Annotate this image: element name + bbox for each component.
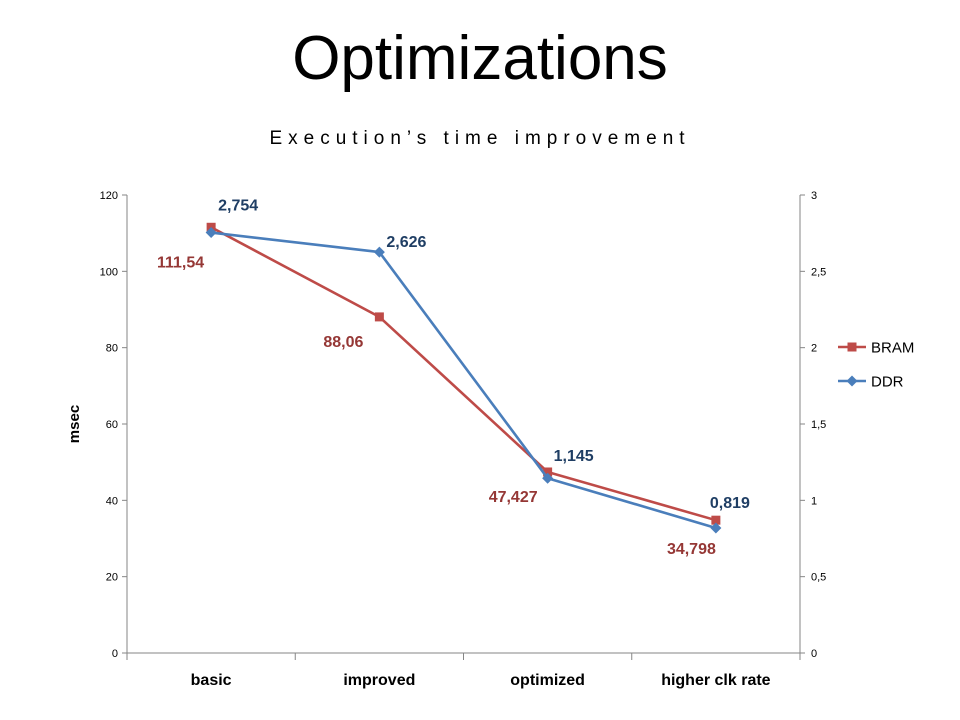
y2-tick-label: 2: [811, 343, 817, 355]
legend-marker-bram: [847, 342, 857, 352]
y-tick-label: 100: [100, 266, 118, 278]
legend-label-ddr: DDR: [871, 374, 904, 391]
data-point-ddr: [542, 472, 554, 484]
data-label-ddr: 2,754: [218, 198, 258, 215]
series-line-ddr: [210, 231, 717, 530]
y2-tick-label: 0,5: [811, 572, 826, 584]
data-label-ddr: 0,819: [710, 495, 750, 512]
y-tick-label: 20: [106, 572, 118, 584]
y2-tick-label: 2,5: [811, 266, 826, 278]
slide-title: Optimizations: [292, 24, 668, 93]
data-label-bram: 47,427: [489, 489, 538, 506]
chart-data-labels: 111,54 88,06 47,427 34,798 2,754 2,626 1,145 0,…: [157, 198, 750, 559]
chart-series: [205, 222, 722, 534]
y2-tick-label: 3: [811, 190, 817, 202]
data-label-ddr: 1,145: [554, 448, 594, 465]
x-category-label: improved: [343, 672, 415, 689]
data-point-bram: [543, 467, 553, 477]
y2-tick-label: 0: [811, 648, 817, 660]
x-category-label: basic: [191, 672, 232, 689]
data-label-bram: 34,798: [667, 541, 716, 558]
data-label-ddr: 2,626: [386, 234, 426, 251]
y2-tick-label: 1: [811, 495, 817, 507]
y-axis-title: msec: [66, 405, 83, 443]
chart-axes: 0 20 40 60 80 100 120 0 0,5 1 1,5 2 2,5 3 basic improve…: [66, 190, 826, 689]
data-point-ddr: [710, 522, 722, 534]
data-point-bram: [711, 515, 721, 525]
y-tick-label: 0: [112, 648, 118, 660]
x-category-label: higher clk rate: [661, 672, 770, 689]
legend-label-bram: BRAM: [871, 340, 914, 357]
slide-subtitle: Execution’s time improvement: [269, 128, 691, 149]
y-tick-label: 60: [106, 419, 118, 431]
x-category-label: optimized: [510, 672, 585, 689]
data-point-ddr: [205, 227, 217, 239]
series-line-bram: [210, 226, 717, 522]
chart-legend: BRAM DDR: [838, 340, 914, 391]
y-tick-label: 120: [100, 190, 118, 202]
y-tick-label: 40: [106, 495, 118, 507]
y2-tick-label: 1,5: [811, 419, 826, 431]
data-point-ddr: [373, 246, 385, 258]
legend-marker-ddr: [846, 375, 858, 387]
data-label-bram: 111,54: [157, 254, 204, 271]
data-label-bram: 88,06: [323, 334, 363, 351]
y-tick-label: 80: [106, 343, 118, 355]
data-point-bram: [374, 312, 384, 322]
